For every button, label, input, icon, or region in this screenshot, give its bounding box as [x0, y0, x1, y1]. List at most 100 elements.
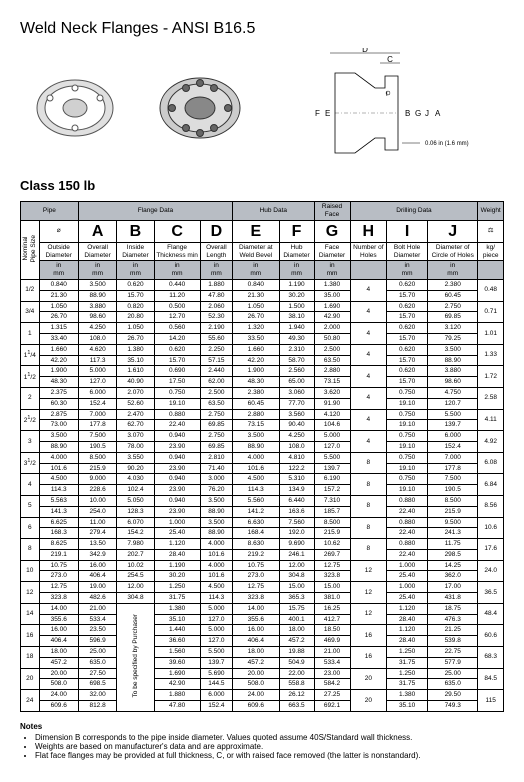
data-cell: 202.7: [117, 549, 154, 560]
flange-cutaway-image: [20, 58, 130, 158]
unit-cell: inmm: [428, 261, 478, 280]
data-cell: 5.000: [78, 366, 117, 377]
data-cell: 5.050: [117, 495, 154, 506]
data-cell: 6.440: [279, 495, 314, 506]
data-cell: 31.75: [387, 679, 428, 690]
data-cell: 19.10: [387, 441, 428, 452]
data-cell: 2.880: [314, 366, 350, 377]
data-cell: 596.9: [78, 636, 117, 647]
data-cell: 71.40: [200, 463, 232, 474]
data-cell: 127.0: [200, 614, 232, 625]
svg-text:E: E: [325, 109, 330, 118]
data-cell: 30.20: [154, 571, 200, 582]
data-cell: 23.90: [154, 441, 200, 452]
data-cell: 0.620: [387, 279, 428, 290]
data-cell: 298.5: [428, 549, 478, 560]
data-cell: 76.20: [200, 485, 232, 496]
data-cell: 10.00: [78, 495, 117, 506]
data-cell: 141.3: [39, 506, 78, 517]
data-cell: 35.10: [387, 701, 428, 712]
data-cell: 4: [350, 344, 387, 366]
data-cell: 3.060: [279, 387, 314, 398]
data-cell: 127.0: [200, 636, 232, 647]
data-cell: 18.00: [39, 647, 78, 658]
data-cell: 47.80: [200, 290, 232, 301]
group-weight: Weight: [478, 202, 504, 221]
data-cell: 22.40: [387, 506, 428, 517]
data-cell: 28.40: [387, 614, 428, 625]
data-cell: 457.2: [39, 657, 78, 668]
data-cell: 8: [350, 474, 387, 496]
data-cell: 355.6: [39, 614, 78, 625]
data-cell: 2.250: [200, 344, 232, 355]
col-header: kg/ piece: [478, 242, 504, 261]
nps-cell: 8: [21, 539, 40, 561]
data-cell: 24.0: [478, 560, 504, 582]
data-cell: 0.750: [387, 387, 428, 398]
svg-text:J: J: [425, 109, 429, 118]
unit-cell: inmm: [154, 261, 200, 280]
data-cell: 19.88: [279, 647, 314, 658]
data-cell: 412.7: [314, 614, 350, 625]
data-cell: 58.70: [279, 355, 314, 366]
data-cell: 25.00: [428, 668, 478, 679]
data-cell: 42.90: [314, 312, 350, 323]
data-cell: 469.9: [314, 636, 350, 647]
data-cell: 10.62: [314, 539, 350, 550]
data-cell: 90.40: [279, 420, 314, 431]
data-cell: 4.810: [279, 452, 314, 463]
data-cell: 152.4: [78, 398, 117, 409]
note-item: Dimension B corresponds to the pipe insi…: [35, 733, 504, 742]
data-cell: 115: [478, 690, 504, 712]
data-cell: 62.70: [117, 420, 154, 431]
data-cell: 1.190: [154, 560, 200, 571]
data-cell: 6.84: [478, 474, 504, 496]
data-cell: 17.50: [154, 377, 200, 388]
data-cell: 134.9: [279, 485, 314, 496]
data-cell: 3.500: [200, 495, 232, 506]
data-cell: 48.30: [39, 377, 78, 388]
data-cell: 533.4: [314, 657, 350, 668]
data-cell: 0.750: [387, 409, 428, 420]
data-cell: 1.560: [154, 647, 200, 658]
nps-cell: 16: [21, 625, 40, 647]
data-cell: 18.00: [279, 625, 314, 636]
col-header: Diameter at Weld Bevel: [233, 242, 279, 261]
data-cell: 2.750: [200, 409, 232, 420]
data-cell: 1.33: [478, 344, 504, 366]
data-cell: 812.8: [78, 701, 117, 712]
data-cell: 49.30: [279, 333, 314, 344]
col-header: Number of Holes: [350, 242, 387, 261]
data-cell: 7.310: [314, 495, 350, 506]
data-cell: 22.40: [387, 549, 428, 560]
data-cell: 7.000: [78, 409, 117, 420]
letter-J: J: [428, 220, 478, 242]
nps-cell: 21/2: [21, 409, 40, 431]
letter-B: B: [117, 220, 154, 242]
data-cell: 1.000: [387, 582, 428, 593]
group-raised: Raised Face: [314, 202, 350, 221]
data-cell: 457.2: [279, 636, 314, 647]
data-cell: 406.4: [39, 636, 78, 647]
data-cell: 26.70: [233, 312, 279, 323]
data-cell: 254.5: [117, 571, 154, 582]
data-cell: 177.8: [428, 463, 478, 474]
data-cell: 1.660: [233, 344, 279, 355]
data-cell: 13.50: [78, 539, 117, 550]
data-cell: 21.00: [78, 603, 117, 614]
data-cell: 60.45: [233, 398, 279, 409]
data-cell: 3.500: [428, 344, 478, 355]
col-header: Inside Diameter: [117, 242, 154, 261]
data-cell: 4.120: [314, 409, 350, 420]
data-cell: 7.980: [117, 539, 154, 550]
data-cell: 4: [350, 323, 387, 345]
data-cell: 55.60: [200, 333, 232, 344]
data-cell: 476.3: [428, 614, 478, 625]
data-cell: 1.690: [314, 301, 350, 312]
data-cell: 1.000: [154, 517, 200, 528]
svg-text:0.06 in (1.6 mm): 0.06 in (1.6 mm): [425, 141, 469, 147]
data-cell: 2.070: [117, 387, 154, 398]
data-cell: 1.500: [279, 301, 314, 312]
data-cell: 19.10: [387, 420, 428, 431]
data-cell: 8: [350, 517, 387, 539]
